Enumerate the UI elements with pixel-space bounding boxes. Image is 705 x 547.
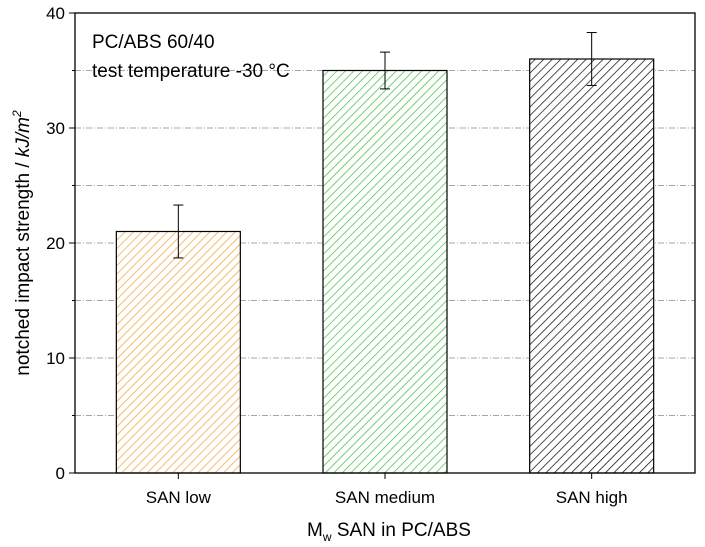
x-tick-label: SAN medium <box>335 488 435 507</box>
annotation-line-1: PC/ABS 60/40 <box>92 32 215 53</box>
y-tick-label: 30 <box>46 119 65 138</box>
x-axis-title: Mw SAN in PC/ABS <box>307 520 471 544</box>
x-axis-title-rest: SAN in PC/ABS <box>332 520 471 541</box>
annotation-line-2: test temperature -30 °C <box>92 61 290 82</box>
error-bar <box>173 204 184 259</box>
error-bar <box>380 51 390 90</box>
y-tick-label: 20 <box>46 234 65 253</box>
y-axis-title: notched impact strength / kJ/m2 <box>10 110 34 376</box>
error-bars <box>173 32 597 259</box>
bar-san-low <box>115 230 241 474</box>
bars <box>115 58 655 474</box>
y-axis-title-exponent: 2 <box>10 110 24 118</box>
x-tick-label: SAN low <box>146 488 212 507</box>
x-axis-ticks: SAN low SAN medium SAN high <box>146 473 628 507</box>
y-tick-label: 40 <box>46 4 65 23</box>
x-axis-title-main: M <box>307 520 323 541</box>
x-axis-title-subscript: w <box>322 530 332 544</box>
bar-san-medium <box>322 69 448 474</box>
y-axis-title-prefix: notched impact strength / <box>13 157 34 376</box>
y-tick-label: 10 <box>46 349 65 368</box>
bar-san-high <box>529 58 655 474</box>
x-tick-label: SAN high <box>556 488 628 507</box>
y-axis-title-unit: kJ/m <box>13 117 34 157</box>
error-bar <box>586 32 597 86</box>
y-axis-ticks: 0 10 20 30 40 <box>46 4 75 483</box>
y-tick-label: 0 <box>56 464 65 483</box>
